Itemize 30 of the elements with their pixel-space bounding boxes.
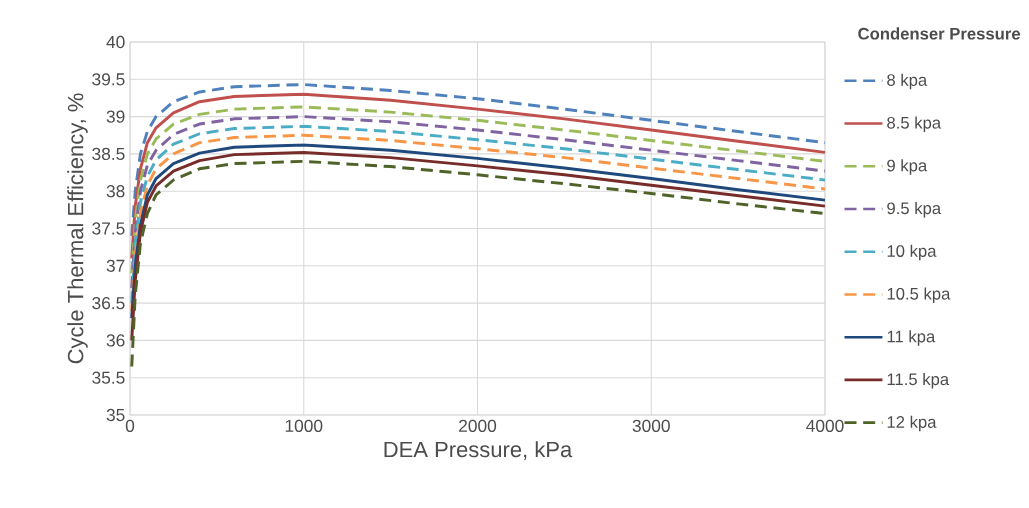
y-tick-label: 37 <box>106 259 125 272</box>
x-axis-title: DEA Pressure, kPa <box>384 441 573 460</box>
y-tick-label: 40 <box>106 35 125 49</box>
legend-label: 12 kpa <box>887 415 937 432</box>
y-tick-label: 36.5 <box>92 296 125 310</box>
line-series <box>130 92 825 260</box>
legend-label: 8 kpa <box>887 73 928 90</box>
legend-label: 11 kpa <box>887 330 936 346</box>
y-tick-label: 38 <box>106 185 125 198</box>
y-tick-label: 37.5 <box>92 222 125 235</box>
legend-label: 11.5 kpa <box>887 372 950 389</box>
y-tick-label: 39.5 <box>92 73 125 86</box>
legend-title: Condenser Pressure <box>858 27 1021 40</box>
x-tick-label: 0 <box>125 419 135 432</box>
legend-label: 9 kpa <box>887 159 928 175</box>
legend-label: 8.5 kpa <box>887 116 942 132</box>
x-tick-label: 2000 <box>459 419 497 432</box>
line-series <box>130 159 825 368</box>
y-tick-label: 38.5 <box>92 147 125 161</box>
legend-label: 9.5 kpa <box>887 201 942 218</box>
x-tick-label: 3000 <box>632 419 670 432</box>
y-tick-label: 35.5 <box>92 371 125 384</box>
legend-label: 10.5 kpa <box>887 287 951 303</box>
x-tick-label: 1000 <box>285 419 323 432</box>
x-tick-label: 4000 <box>806 419 844 432</box>
y-tick-label: 36 <box>106 334 125 347</box>
legend-label: 10 kpa <box>887 244 937 261</box>
y-tick-label: 35 <box>106 408 125 422</box>
y-axis-title: Cycle Thermal Efficiency, % <box>67 93 88 364</box>
y-tick-label: 39 <box>106 110 125 123</box>
